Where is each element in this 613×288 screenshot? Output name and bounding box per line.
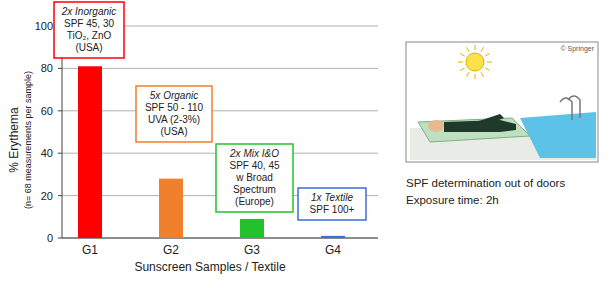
sun-ray [475, 45, 476, 50]
annotation-box [136, 86, 212, 142]
y-tick [58, 195, 62, 196]
annotation-text: Spectrum [233, 184, 276, 195]
annotation-text: SPF 40, 45 [229, 160, 279, 171]
annotation: 1x TextileSPF 100+ [298, 188, 366, 220]
annotation-text: SPF 100+ [310, 204, 355, 215]
annotation-text: TiO₂, ZnO [67, 30, 112, 41]
y-tick-label: 60 [41, 105, 53, 117]
bar [159, 179, 183, 238]
annotation-box [54, 2, 124, 58]
x-tick-label: G4 [325, 243, 341, 257]
annotation-text: SPF 45, 30 [64, 18, 114, 29]
sun-ray [487, 62, 492, 63]
x-tick-label: G2 [163, 243, 179, 257]
x-tick-label: G3 [244, 243, 260, 257]
canvas: 0 20 40 60 80 100 G1 G2 G3 G4 Sunscreen Samples / … [0, 0, 613, 288]
y-tick-label: 0 [47, 232, 53, 244]
annotation-text: SPF 50 - 110 [145, 102, 204, 113]
sun-ray [458, 62, 463, 63]
y-tick [58, 238, 62, 239]
sun-ray [467, 47, 470, 51]
annotation-text: 2x Mix I&O [229, 148, 279, 159]
annotation-text: (Europe) [235, 196, 274, 207]
illustration-frame [406, 42, 598, 162]
y-tick-label: 20 [41, 190, 53, 202]
annotation: 2x InorganicSPF 45, 30TiO₂, ZnO(USA) [54, 2, 124, 58]
y-tick-label: 40 [41, 147, 53, 159]
figure: 0 20 40 60 80 100 G1 G2 G3 G4 Sunscreen Samples / … [0, 0, 613, 288]
y-tick-label: 80 [41, 62, 53, 74]
sun-ray [485, 54, 489, 57]
sun-ray [467, 72, 470, 76]
arm [470, 114, 504, 130]
x-axis-label: Sunscreen Samples / Textile [134, 260, 286, 274]
annotation-text: (USA) [160, 126, 187, 137]
sun-ray [460, 54, 464, 57]
y-tick-label: 100 [35, 20, 53, 32]
ladder [560, 96, 580, 120]
pool [520, 112, 596, 158]
bar [240, 219, 264, 238]
annotation: 5x OrganicSPF 50 - 110UVA (2-3%)(USA) [136, 86, 212, 142]
y-tick [58, 68, 62, 69]
y-tick [58, 153, 62, 154]
grid-line [62, 110, 378, 111]
sun [466, 53, 484, 71]
annotation-text: (USA) [75, 42, 102, 53]
bar [321, 236, 345, 238]
x-tick-label: G1 [82, 243, 98, 257]
annotation-box [216, 144, 293, 212]
head [428, 120, 444, 132]
sun-ray [485, 68, 489, 71]
annotation-text: 2x Inorganic [61, 6, 116, 17]
sun-ray [460, 68, 464, 71]
y-axis-label: (n= 68 measurements per sample) [23, 71, 33, 209]
grid-line [62, 68, 378, 69]
illustration: © Springer [406, 42, 598, 162]
annotation-text: UVA (2-3%) [148, 114, 200, 125]
caption: SPF determination out of doors [406, 177, 565, 189]
sun-ray [481, 72, 484, 76]
annotation-text: 1x Textile [311, 192, 353, 203]
sun-ray [481, 47, 484, 51]
caption: Exposure time: 2h [406, 194, 499, 206]
y-axis-label: % Erythema [7, 107, 21, 173]
sun-ray [475, 74, 476, 79]
annotation-text: 5x Organic [150, 90, 198, 101]
annotation-text: w Broad [235, 172, 273, 183]
y-tick [58, 110, 62, 111]
copyright: © Springer [560, 45, 594, 53]
annotation: 2x Mix I&OSPF 40, 45w BroadSpectrum(Euro… [216, 144, 293, 212]
bar [78, 66, 102, 238]
annotation-box [298, 188, 366, 220]
